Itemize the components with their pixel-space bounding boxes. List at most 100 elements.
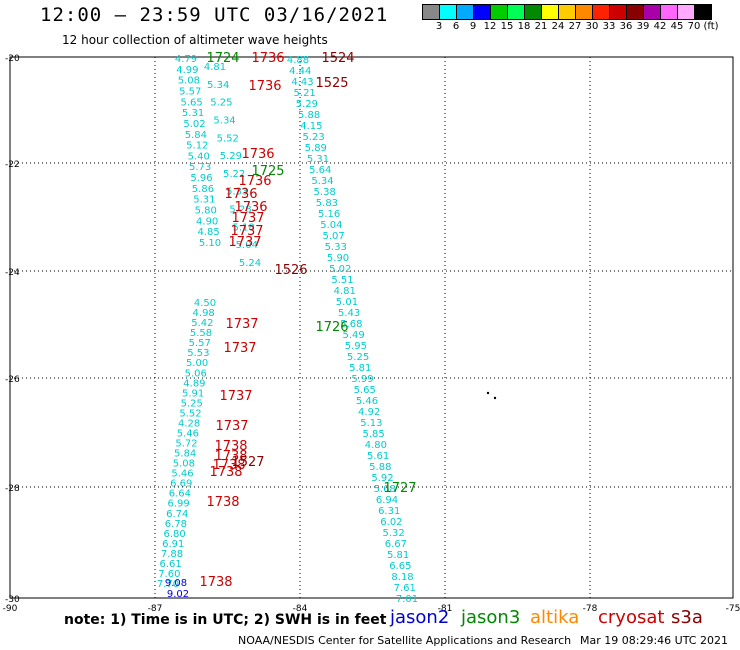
pass-id-label: 1738 bbox=[199, 575, 232, 590]
swh-value: 5.85 bbox=[362, 429, 384, 440]
swh-value: 5.65 bbox=[354, 385, 376, 396]
island-dot bbox=[486, 391, 490, 395]
colorbar-label: 27 bbox=[568, 21, 582, 32]
swh-value: 5.43 bbox=[338, 308, 360, 319]
pass-id-label: 1736 bbox=[248, 79, 281, 94]
colorbar-label: 30 bbox=[585, 21, 599, 32]
swh-value: 5.57 bbox=[179, 86, 201, 97]
swh-value: 5.40 bbox=[188, 151, 210, 162]
swh-value: 5.64 bbox=[309, 165, 331, 176]
colorbar-label: 36 bbox=[619, 21, 633, 32]
swh-value: 5.16 bbox=[318, 209, 340, 220]
swh-value: 6.78 bbox=[165, 519, 187, 530]
swh-value: 5.31 bbox=[193, 195, 215, 206]
swh-value: 5.00 bbox=[186, 358, 208, 369]
pass-id-label: 1727 bbox=[383, 481, 416, 496]
colorbar-label: 9 bbox=[469, 21, 477, 32]
swh-value: 5.81 bbox=[387, 550, 409, 561]
lon-tick-label: -90 bbox=[3, 604, 18, 614]
page-subtitle: 12 hour collection of altimeter wave hei… bbox=[62, 33, 328, 47]
swh-value: 9.02 bbox=[167, 589, 189, 600]
swh-value: 4.79 bbox=[175, 54, 197, 65]
pass-id-label: 1527 bbox=[231, 455, 264, 470]
swh-value: 7.70 bbox=[157, 579, 179, 590]
swh-value: 4.50 bbox=[194, 298, 216, 309]
lon-tick-label: -87 bbox=[148, 604, 163, 614]
swh-value: 5.68 bbox=[374, 484, 396, 495]
swh-value: 4.88 bbox=[287, 55, 309, 66]
pass-id-label: 1737 bbox=[231, 211, 264, 226]
swh-value: 5.46 bbox=[171, 469, 193, 480]
swh-value: 5.88 bbox=[298, 110, 320, 121]
swh-value: 7.88 bbox=[161, 549, 183, 560]
swh-value: 4.92 bbox=[358, 407, 380, 418]
swh-value: 4.81 bbox=[204, 62, 226, 73]
swh-value: 5.90 bbox=[327, 253, 349, 264]
swh-value: 5.24 bbox=[239, 258, 261, 269]
pass-id-label: 1736 bbox=[251, 51, 284, 66]
swh-value: 7.01 bbox=[396, 594, 418, 605]
pass-id-label: 1737 bbox=[223, 341, 256, 356]
lat-tick-label: -28 bbox=[5, 484, 20, 494]
pass-id-label: 1737 bbox=[228, 235, 261, 250]
lon-tick-label: -84 bbox=[293, 604, 308, 614]
swh-value: 5.08 bbox=[173, 459, 195, 470]
legend-item: cryosat bbox=[598, 607, 665, 628]
pass-id-label: 1725 bbox=[251, 164, 284, 179]
swh-value: 5.72 bbox=[175, 439, 197, 450]
lat-tick-label: -24 bbox=[5, 268, 20, 278]
swh-value: 5.96 bbox=[190, 173, 212, 184]
swh-value: 5.13 bbox=[360, 418, 382, 429]
swh-value: 5.95 bbox=[345, 341, 367, 352]
lat-tick-label: -26 bbox=[5, 375, 20, 385]
swh-value: 5.32 bbox=[383, 528, 405, 539]
swh-value: 5.01 bbox=[336, 297, 358, 308]
swh-value: 9.08 bbox=[165, 578, 187, 589]
swh-value: 5.31 bbox=[307, 154, 329, 165]
swh-value: 6.99 bbox=[167, 499, 189, 510]
swh-value: 5.08 bbox=[178, 76, 200, 87]
colorbar-labels: 3 6 9 12 15 18 21 24 27 30 33 36 39 42 45 70 (ft) bbox=[422, 21, 740, 35]
footer-credit: NOAA/NESDIS Center for Satellite Applica… bbox=[238, 634, 572, 647]
swh-value: 5.84 bbox=[185, 130, 207, 141]
swh-value: 5.02 bbox=[183, 119, 205, 130]
lat-tick-label: -30 bbox=[5, 595, 20, 605]
swh-value: 4.85 bbox=[197, 227, 219, 238]
swh-value: 5.10 bbox=[199, 238, 221, 249]
swh-value: 6.74 bbox=[166, 509, 188, 520]
colorbar-label: 12 bbox=[483, 21, 497, 32]
colorbar-label: 70 bbox=[687, 21, 701, 32]
swh-value: 5.34 bbox=[213, 115, 235, 126]
page-title: 12:00 – 23:59 UTC 03/16/2021 bbox=[40, 4, 389, 26]
swh-value: 5.81 bbox=[349, 363, 371, 374]
swh-value: 5.42 bbox=[191, 318, 213, 329]
swh-value: 4.44 bbox=[289, 66, 311, 77]
colorbar-label: 24 bbox=[551, 21, 565, 32]
pass-id-label: 1738 bbox=[214, 439, 247, 454]
footnote: note: 1) Time is in UTC; 2) SWH is in fe… bbox=[64, 612, 387, 628]
swh-value: 5.28 bbox=[229, 205, 251, 216]
pass-id-label: 1738 bbox=[206, 495, 239, 510]
swh-value: 5.49 bbox=[342, 330, 364, 341]
lat-tick-label: -22 bbox=[5, 160, 20, 170]
colorbar-label: 42 bbox=[653, 21, 667, 32]
swh-value: 8.18 bbox=[391, 572, 413, 583]
swh-value: 5.61 bbox=[367, 451, 389, 462]
pass-id-label: 1737 bbox=[225, 317, 258, 332]
pass-id-label: 1724 bbox=[206, 51, 239, 66]
swh-value: 5.38 bbox=[314, 187, 336, 198]
swh-value: 4.15 bbox=[300, 121, 322, 132]
pass-id-label: 1526 bbox=[274, 263, 307, 278]
swh-value: 6.64 bbox=[169, 489, 191, 500]
swh-value: 5.04 bbox=[236, 240, 258, 251]
swh-value: 7.60 bbox=[158, 569, 180, 580]
colorbar-label: 21 bbox=[534, 21, 548, 32]
colorbar-label: 33 bbox=[602, 21, 616, 32]
pass-id-label: 1738 bbox=[212, 458, 245, 473]
pass-id-label: 1524 bbox=[321, 51, 354, 66]
swh-value: 4.99 bbox=[176, 65, 198, 76]
swh-value: 5.33 bbox=[226, 187, 248, 198]
swh-value: 5.46 bbox=[177, 428, 199, 439]
swh-value: 5.92 bbox=[371, 473, 393, 484]
colorbar-label: 15 bbox=[500, 21, 514, 32]
